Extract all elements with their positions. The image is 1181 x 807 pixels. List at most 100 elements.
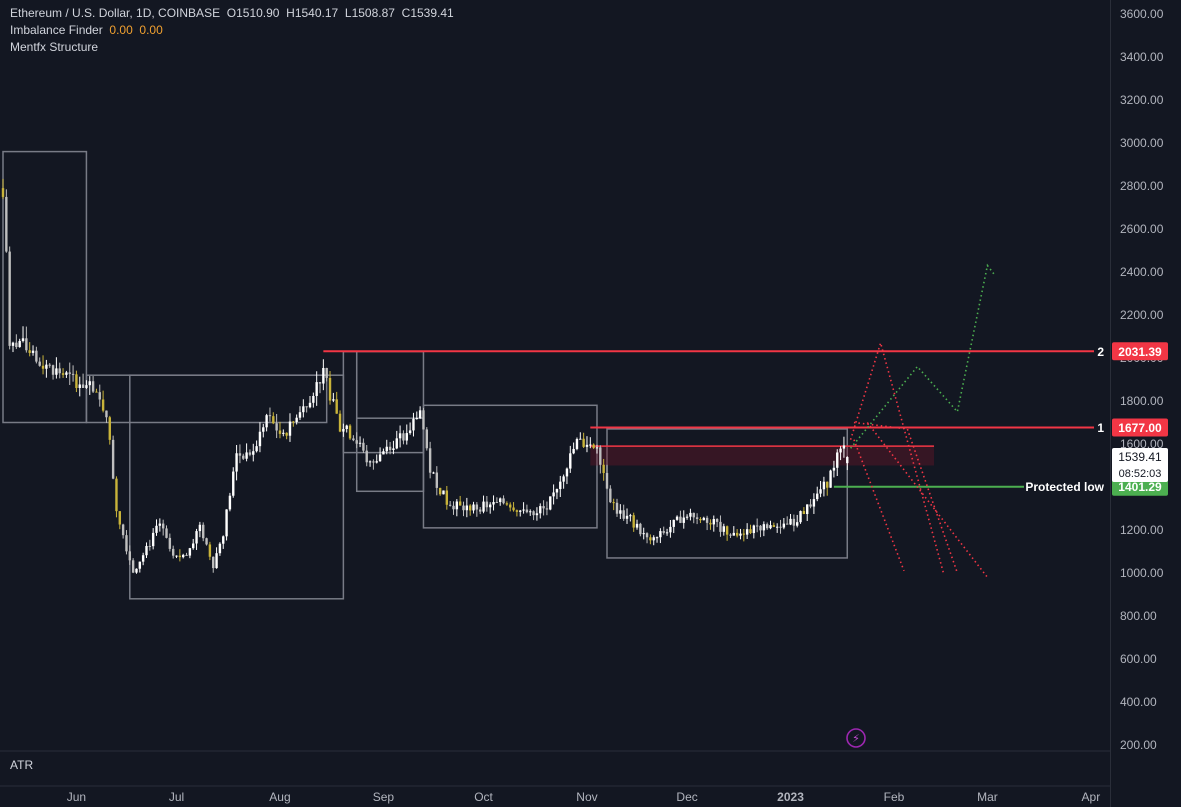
candle-body[interactable] bbox=[98, 392, 101, 400]
candle-body[interactable] bbox=[355, 440, 358, 444]
candle-body[interactable] bbox=[792, 518, 796, 526]
candle-body[interactable] bbox=[105, 410, 108, 418]
candle-body[interactable] bbox=[512, 507, 515, 511]
candle-body[interactable] bbox=[111, 439, 115, 479]
candle-body[interactable] bbox=[839, 448, 842, 453]
candle-body[interactable] bbox=[175, 555, 178, 557]
candle-body[interactable] bbox=[755, 525, 759, 527]
candle-body[interactable] bbox=[478, 509, 482, 512]
candle-body[interactable] bbox=[585, 444, 589, 447]
candle-body[interactable] bbox=[595, 447, 599, 449]
candle-body[interactable] bbox=[735, 532, 739, 536]
candle-body[interactable] bbox=[308, 402, 312, 408]
candle-body[interactable] bbox=[836, 452, 839, 468]
candle-body[interactable] bbox=[599, 447, 602, 465]
candle-body[interactable] bbox=[415, 418, 418, 420]
candle-body[interactable] bbox=[161, 523, 165, 529]
candle-body[interactable] bbox=[188, 548, 192, 556]
candle-body[interactable] bbox=[609, 488, 612, 503]
candle-body[interactable] bbox=[806, 504, 809, 515]
candle-body[interactable] bbox=[272, 416, 275, 424]
candle-body[interactable] bbox=[789, 518, 792, 525]
candle-body[interactable] bbox=[812, 499, 816, 507]
candle-body[interactable] bbox=[799, 511, 802, 523]
candle-body[interactable] bbox=[559, 481, 562, 490]
candle-body[interactable] bbox=[632, 515, 635, 528]
candle-body[interactable] bbox=[745, 529, 749, 535]
candle-body[interactable] bbox=[712, 519, 715, 525]
candle-body[interactable] bbox=[11, 342, 15, 346]
atr-pane-label[interactable]: ATR bbox=[10, 758, 34, 772]
candle-body[interactable] bbox=[715, 519, 719, 522]
candle-body[interactable] bbox=[21, 338, 25, 341]
projection-path-red[interactable] bbox=[853, 439, 905, 572]
candle-body[interactable] bbox=[779, 526, 782, 528]
candle-body[interactable] bbox=[725, 526, 729, 535]
candle-body[interactable] bbox=[602, 464, 605, 474]
candle-body[interactable] bbox=[418, 410, 422, 419]
candle-body[interactable] bbox=[315, 382, 318, 396]
candle-body[interactable] bbox=[382, 451, 385, 455]
candle-body[interactable] bbox=[475, 504, 479, 510]
indicator-name[interactable]: Mentfx Structure bbox=[10, 40, 99, 54]
candle-body[interactable] bbox=[15, 342, 18, 348]
candle-body[interactable] bbox=[759, 525, 762, 531]
candle-body[interactable] bbox=[635, 523, 639, 528]
candle-body[interactable] bbox=[819, 489, 822, 494]
candle-body[interactable] bbox=[51, 365, 55, 375]
candle-body[interactable] bbox=[348, 425, 352, 439]
candle-body[interactable] bbox=[202, 524, 205, 539]
candle-body[interactable] bbox=[78, 384, 81, 388]
candle-body[interactable] bbox=[675, 516, 679, 520]
structure-box[interactable] bbox=[2, 150, 88, 424]
candle-body[interactable] bbox=[295, 417, 298, 422]
candle-body[interactable] bbox=[448, 504, 452, 506]
candle-body[interactable] bbox=[695, 517, 699, 519]
candle-body[interactable] bbox=[151, 532, 155, 547]
candle-body[interactable] bbox=[88, 381, 91, 386]
candle-body[interactable] bbox=[362, 442, 365, 451]
candle-body[interactable] bbox=[288, 421, 292, 436]
candle-body[interactable] bbox=[235, 453, 238, 472]
candle-body[interactable] bbox=[165, 528, 168, 538]
candle-body[interactable] bbox=[589, 444, 592, 446]
candle-body[interactable] bbox=[802, 511, 806, 515]
candle-body[interactable] bbox=[579, 438, 582, 440]
candle-body[interactable] bbox=[18, 340, 21, 348]
candle-body[interactable] bbox=[562, 476, 565, 482]
candle-body[interactable] bbox=[75, 374, 78, 388]
candle-body[interactable] bbox=[655, 537, 659, 539]
candle-body[interactable] bbox=[769, 525, 772, 529]
candle-body[interactable] bbox=[458, 501, 462, 506]
candle-body[interactable] bbox=[565, 468, 569, 477]
candle-body[interactable] bbox=[268, 415, 272, 417]
candle-body[interactable] bbox=[338, 413, 342, 432]
candle-body[interactable] bbox=[785, 523, 789, 525]
candle-body[interactable] bbox=[345, 425, 348, 429]
candle-body[interactable] bbox=[141, 555, 145, 562]
candle-body[interactable] bbox=[605, 473, 609, 489]
candle-body[interactable] bbox=[95, 391, 98, 393]
candle-body[interactable] bbox=[525, 509, 529, 513]
candle-body[interactable] bbox=[505, 503, 509, 505]
candle-body[interactable] bbox=[342, 428, 345, 432]
candle-body[interactable] bbox=[222, 536, 225, 544]
candle-body[interactable] bbox=[455, 501, 459, 510]
candle-body[interactable] bbox=[135, 568, 138, 573]
candle-body[interactable] bbox=[679, 516, 682, 523]
candle-body[interactable] bbox=[332, 399, 335, 401]
candle-body[interactable] bbox=[322, 367, 325, 384]
candle-body[interactable] bbox=[639, 523, 642, 535]
candle-body[interactable] bbox=[298, 412, 302, 418]
candle-body[interactable] bbox=[625, 515, 629, 519]
candle-body[interactable] bbox=[101, 399, 105, 411]
candle-body[interactable] bbox=[432, 472, 435, 474]
candle-body[interactable] bbox=[352, 438, 355, 441]
candle-body[interactable] bbox=[495, 502, 499, 504]
symbol-name[interactable]: Ethereum / U.S. Dollar, 1D, COINBASE bbox=[10, 6, 221, 20]
candle-body[interactable] bbox=[91, 381, 95, 392]
candle-body[interactable] bbox=[445, 490, 449, 505]
candle-body[interactable] bbox=[302, 406, 305, 413]
lightning-badge[interactable] bbox=[846, 728, 866, 748]
